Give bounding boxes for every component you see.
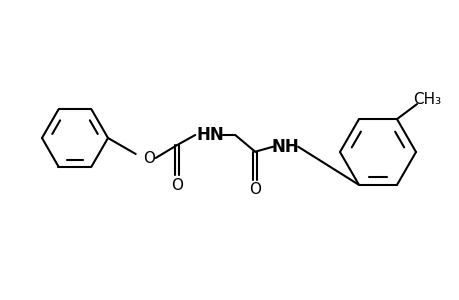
- Text: HN: HN: [196, 126, 224, 144]
- Text: O: O: [142, 151, 154, 166]
- Text: O: O: [171, 178, 183, 193]
- Text: O: O: [249, 182, 261, 197]
- Text: CH₃: CH₃: [412, 92, 440, 106]
- Text: NH: NH: [271, 138, 298, 156]
